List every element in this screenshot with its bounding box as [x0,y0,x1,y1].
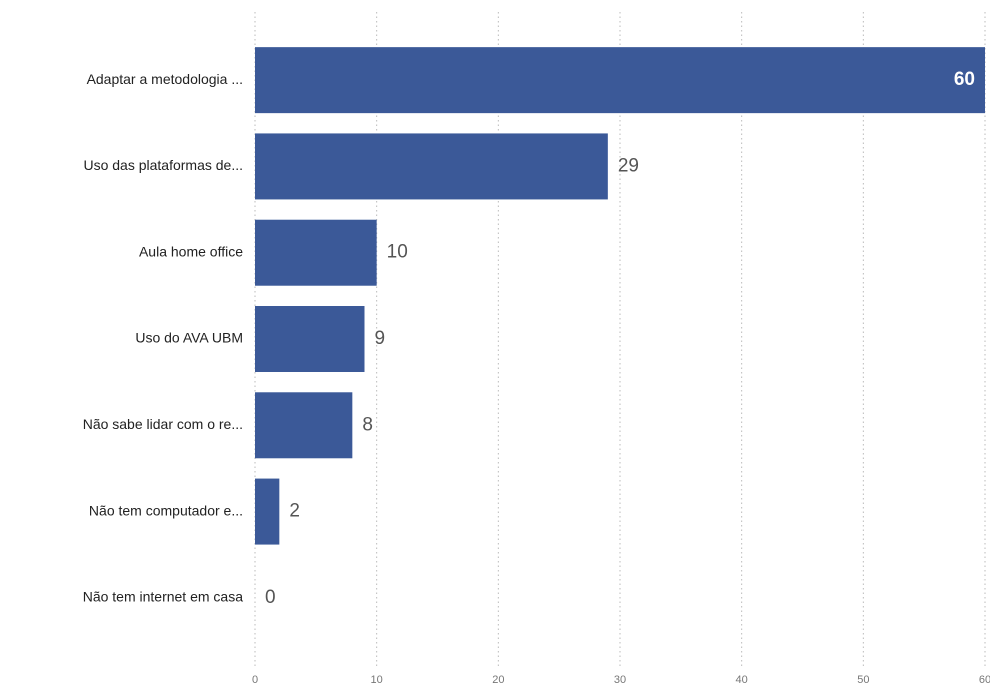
value-label: 10 [387,242,408,263]
category-label: Não sabe lidar com o re... [83,416,243,432]
value-label: 0 [265,587,276,608]
category-label: Aula home office [139,243,243,259]
x-tick-label: 40 [736,674,748,684]
bar [255,47,985,114]
bar [255,133,608,200]
x-tick-label: 0 [252,674,258,684]
x-tick-label: 10 [371,674,383,684]
value-label: 8 [362,414,373,435]
bar [255,219,377,286]
value-label: 2 [289,501,300,522]
x-tick-label: 30 [614,674,626,684]
value-label: 29 [618,155,639,176]
category-label: Uso das plataformas de... [83,157,243,173]
category-label: Não tem internet em casa [83,589,244,605]
x-tick-label: 20 [492,674,504,684]
category-label: Não tem computador e... [89,502,243,518]
value-label: 60 [954,69,975,90]
category-label: Adaptar a metodologia ... [87,71,243,87]
bar [255,478,280,545]
value-label: 9 [375,328,386,349]
x-tick-label: 60 [979,674,990,684]
category-label: Uso do AVA UBM [135,330,243,346]
bar [255,306,365,372]
bar [255,392,353,459]
x-tick-label: 50 [857,674,869,684]
